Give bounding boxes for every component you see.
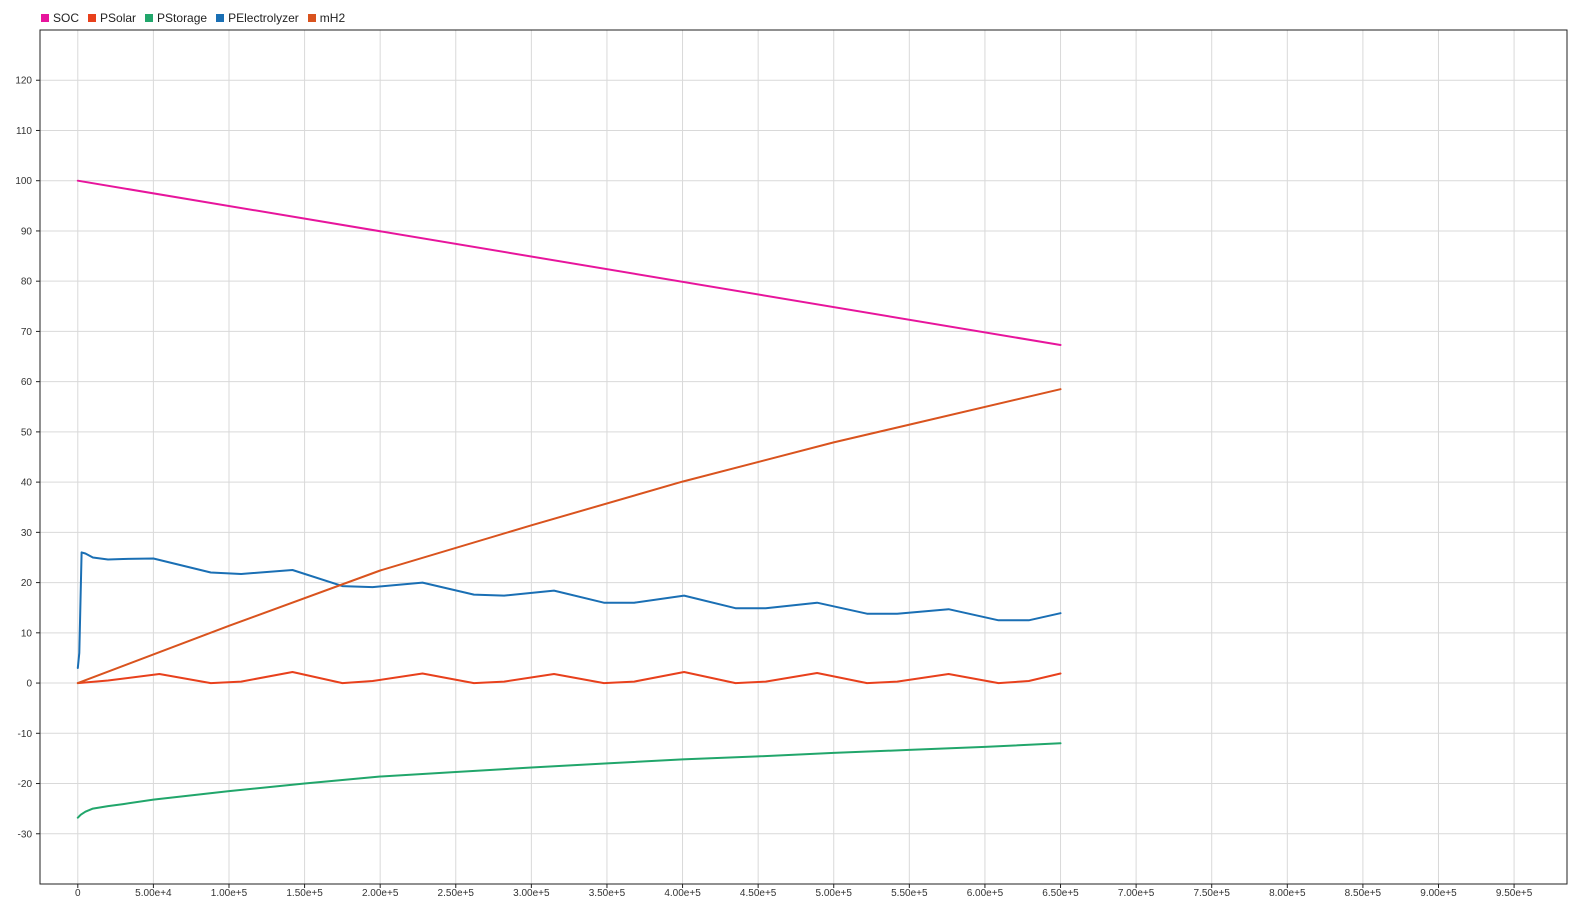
y-tick-label: 120	[15, 76, 32, 87]
x-tick-label: 5.50e+5	[891, 888, 928, 899]
legend-item-mh2[interactable]: mH2	[307, 11, 346, 25]
legend-swatch	[88, 14, 97, 22]
chart-legend: SOC PSolar PStorage PElectrolyzer mH2	[41, 10, 354, 26]
x-tick-label: 7.50e+5	[1193, 888, 1230, 899]
plot-area	[40, 30, 1567, 884]
x-tick-label: 4.00e+5	[664, 888, 701, 899]
y-tick-label: 90	[21, 226, 33, 237]
y-tick-label: 50	[21, 427, 33, 438]
x-tick-label: 3.50e+5	[589, 888, 626, 899]
legend-label: PStorage	[157, 11, 208, 25]
legend-item-pstorage[interactable]: PStorage	[145, 11, 207, 25]
legend-label: PElectrolyzer	[228, 11, 299, 25]
x-tick-label: 0	[75, 888, 81, 899]
pstorage-line	[76, 742, 1062, 819]
x-tick-label: 7.00e+5	[1118, 888, 1155, 899]
x-tick-label: 2.50e+5	[438, 888, 475, 899]
x-tick-label: 1.50e+5	[286, 888, 323, 899]
x-tick-label: 3.00e+5	[513, 888, 550, 899]
x-tick-label: 4.50e+5	[740, 888, 777, 899]
legend-label: mH2	[319, 11, 346, 25]
y-tick-label: 40	[21, 478, 33, 489]
x-tick-label: 1.00e+5	[211, 888, 248, 899]
legend-label: PSolar	[100, 11, 137, 25]
y-tick-label: 0	[26, 679, 32, 690]
x-tick-label: 9.00e+5	[1420, 888, 1457, 899]
y-tick-label: 110	[16, 126, 32, 137]
y-tick-label: -10	[18, 729, 33, 740]
legend-swatch	[145, 14, 154, 22]
x-tick-label: 6.50e+5	[1042, 888, 1079, 899]
y-tick-label: 10	[21, 628, 33, 639]
x-tick-label: 9.50e+5	[1496, 888, 1533, 899]
plot-frame	[39, 29, 1568, 885]
x-tick-label: 8.50e+5	[1345, 888, 1382, 899]
y-tick-label: 20	[21, 578, 33, 589]
legend-swatch	[41, 14, 49, 22]
legend-item-pelectrolyzer[interactable]: PElectrolyzer	[216, 11, 299, 25]
legend-item-soc[interactable]: SOC	[41, 11, 79, 25]
legend-label: SOC	[53, 11, 80, 25]
mh2-line	[76, 388, 1062, 685]
x-tick-label: 5.00e+5	[816, 888, 853, 899]
y-tick-label: 30	[21, 528, 33, 539]
y-tick-label: -20	[18, 779, 33, 790]
x-tick-label: 6.00e+5	[967, 888, 1004, 899]
y-tick-label: 70	[21, 327, 33, 338]
y-tick-label: 100	[15, 176, 32, 187]
y-tick-label: -30	[18, 829, 33, 840]
legend-item-psolar[interactable]: PSolar	[88, 11, 136, 25]
x-tick-label: 5.00e+4	[135, 888, 172, 899]
legend-swatch	[307, 14, 316, 22]
y-tick-label: 60	[21, 377, 33, 388]
y-tick-label: 80	[21, 277, 33, 288]
psolar-line	[76, 671, 1062, 685]
x-tick-label: 2.00e+5	[362, 888, 399, 899]
x-tick-label: 8.00e+5	[1269, 888, 1306, 899]
soc-line	[76, 179, 1062, 346]
pelectrolyzer-line	[76, 551, 1062, 669]
legend-swatch	[216, 14, 225, 22]
